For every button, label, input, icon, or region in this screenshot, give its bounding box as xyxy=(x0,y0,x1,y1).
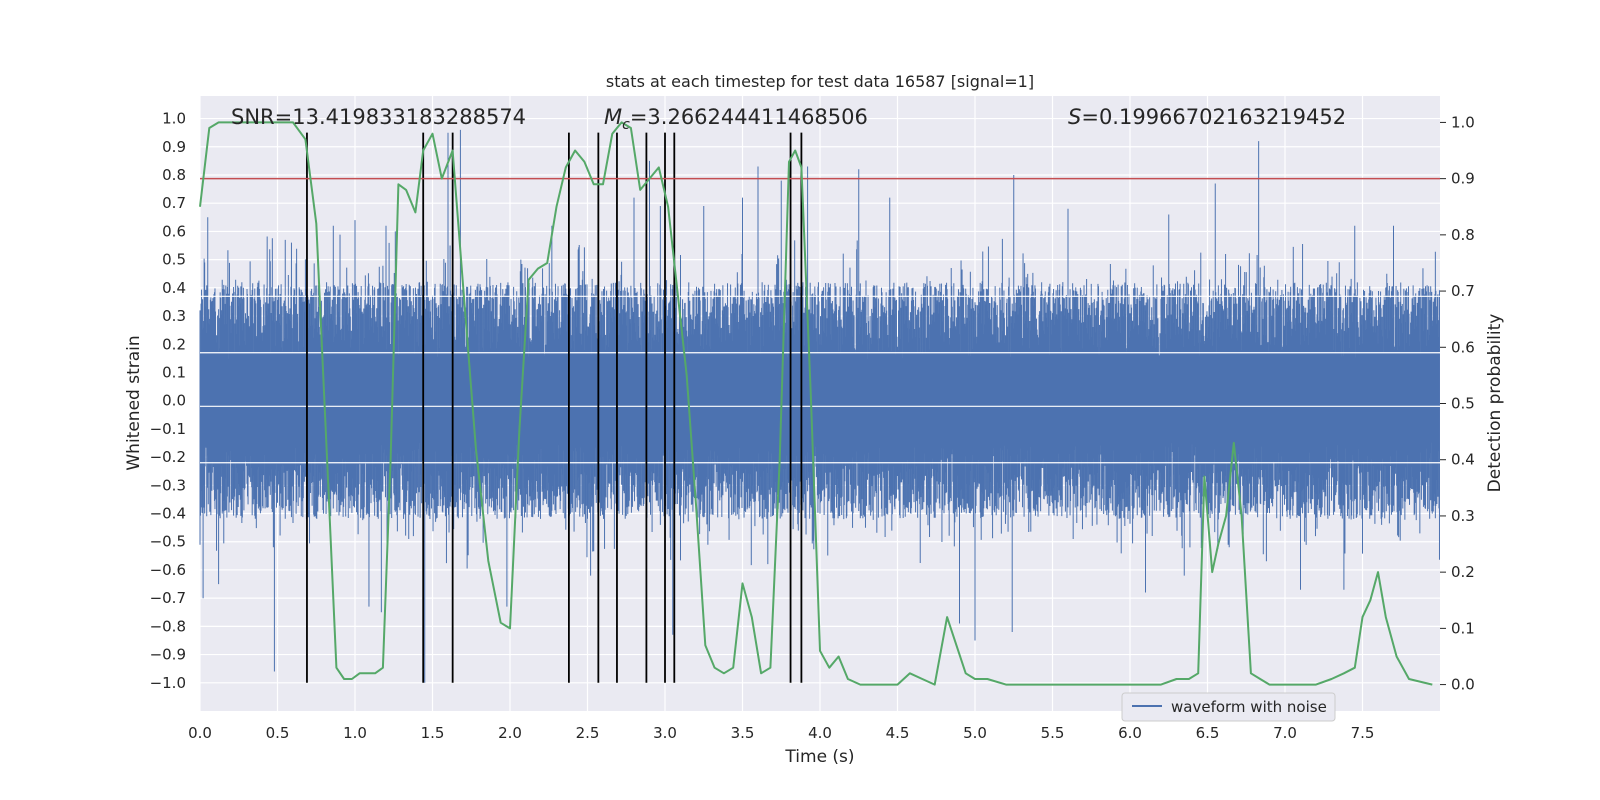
y-tick-label-20: −1.0 xyxy=(150,674,186,692)
y2-tick-label-3: 0.7 xyxy=(1451,282,1475,300)
legend-box xyxy=(1121,692,1336,722)
y2-tick-label-6: 0.4 xyxy=(1451,451,1475,469)
vertical-markers xyxy=(306,132,803,683)
x-tick-label-6: 3.0 xyxy=(653,724,677,742)
y2-tick-label-0: 1.0 xyxy=(1451,113,1475,131)
probability-line xyxy=(199,121,1433,686)
probability-series xyxy=(199,121,1433,686)
x-tick-label-7: 3.5 xyxy=(731,724,755,742)
x-tick-label-0: 0.0 xyxy=(188,724,212,742)
x-tick-label-3: 1.5 xyxy=(421,724,445,742)
s-value: =0.19966702163219452 xyxy=(1081,105,1346,129)
x-axis-label: Time (s) xyxy=(784,747,854,767)
snr-annotation: SNR=13.419833183288574 xyxy=(231,105,526,129)
y-tick-label-16: −0.6 xyxy=(150,561,186,579)
y2-tick-label-4: 0.6 xyxy=(1451,338,1475,356)
chirp-mass-subscript: c xyxy=(622,117,630,133)
y-tick-label-2: 0.8 xyxy=(162,166,186,184)
legend: waveform with noise xyxy=(1121,692,1336,722)
x-tick-label-15: 7.5 xyxy=(1351,724,1375,742)
legend-label: waveform with noise xyxy=(1171,698,1327,716)
y-tick-label-8: 0.2 xyxy=(162,335,186,353)
x-tick-label-8: 4.0 xyxy=(808,724,832,742)
x-tick-label-14: 7.0 xyxy=(1273,724,1297,742)
y2-tick-label-7: 0.3 xyxy=(1451,507,1475,525)
y-tick-label-12: −0.2 xyxy=(150,448,186,466)
y-tick-label-9: 0.1 xyxy=(162,363,186,381)
y-tick-label-3: 0.7 xyxy=(162,194,186,212)
y-tick-label-19: −0.9 xyxy=(150,646,186,664)
chirp-mass-value: =3.266244411468506 xyxy=(630,105,868,129)
y2-tick-label-1: 0.9 xyxy=(1451,170,1475,188)
x-tick-label-12: 6.0 xyxy=(1118,724,1142,742)
x-tick-label-11: 5.5 xyxy=(1041,724,1065,742)
y-axis-label: Whitened strain xyxy=(124,335,144,470)
y-tick-label-11: −0.1 xyxy=(150,420,186,438)
chart-title: stats at each timestep for test data 165… xyxy=(606,72,1034,91)
y2-tick-label-2: 0.8 xyxy=(1451,226,1475,244)
strain-waveform xyxy=(199,129,1440,683)
chirp-mass-symbol: M xyxy=(604,105,622,129)
x-tick-label-10: 5.0 xyxy=(963,724,987,742)
y-tick-label-7: 0.3 xyxy=(162,307,186,325)
y2-tick-labels: 1.0 0.9 0.8 0.7 0.6 0.5 0.4 0.3 0.2 0.1 0.0 xyxy=(1440,113,1475,694)
y2-tick-label-8: 0.2 xyxy=(1451,563,1475,581)
x-tick-label-2: 1.0 xyxy=(343,724,367,742)
x-tick-label-5: 2.5 xyxy=(576,724,600,742)
strain-series xyxy=(199,129,1440,683)
y-tick-label-15: −0.5 xyxy=(150,533,186,551)
y-tick-label-5: 0.5 xyxy=(162,251,186,269)
y-tick-label-17: −0.7 xyxy=(150,589,186,607)
y-tick-label-0: 1.0 xyxy=(162,110,186,128)
y2-tick-label-9: 0.1 xyxy=(1451,619,1475,637)
y2-tick-label-10: 0.0 xyxy=(1451,676,1475,694)
y-tick-label-6: 0.4 xyxy=(162,279,186,297)
y-tick-label-10: 0.0 xyxy=(162,392,186,410)
x-tick-label-1: 0.5 xyxy=(266,724,290,742)
y-tick-label-1: 0.9 xyxy=(162,138,186,156)
x-tick-labels: 0.0 0.5 1.0 1.5 2.0 2.5 3.0 3.5 4.0 4.5 5.0 5.5 6.0 6… xyxy=(188,724,1374,742)
y-tick-label-18: −0.8 xyxy=(150,617,186,635)
x-tick-label-4: 2.0 xyxy=(498,724,522,742)
y-tick-labels: 1.0 0.9 0.8 0.7 0.6 0.5 0.4 0.3 0.2 0.1 0.0 −0.1 −0.… xyxy=(150,110,186,692)
s-symbol: S xyxy=(1068,105,1081,129)
x-tick-label-13: 6.5 xyxy=(1196,724,1220,742)
y-tick-label-14: −0.4 xyxy=(150,505,186,523)
chirp-mass-annotation: Mc=3.266244411468506 xyxy=(604,105,868,133)
y2-tick-label-5: 0.5 xyxy=(1451,395,1475,413)
y-tick-label-13: −0.3 xyxy=(150,476,186,494)
y-tick-label-4: 0.6 xyxy=(162,222,186,240)
s-annotation: S=0.19966702163219452 xyxy=(1068,105,1346,129)
x-tick-label-9: 4.5 xyxy=(886,724,910,742)
y2-axis-label: Detection probability xyxy=(1485,314,1505,493)
